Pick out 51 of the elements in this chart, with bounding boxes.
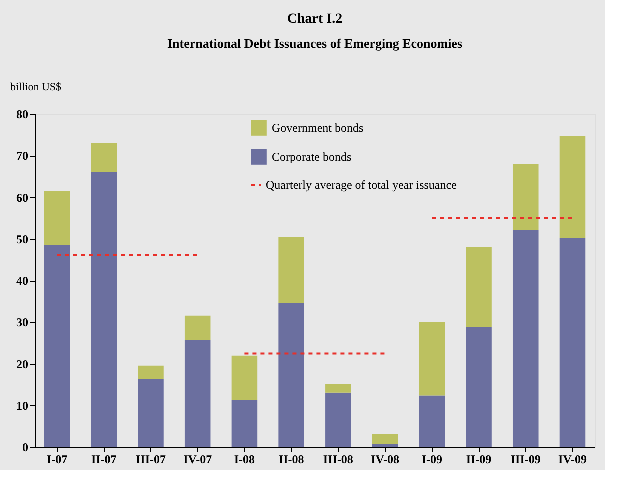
bar	[138, 366, 164, 380]
legend-label: Quarterly average of total year issuance	[266, 178, 457, 192]
legend-label: Government bonds	[272, 121, 364, 135]
y-axis-title: billion US$	[10, 82, 62, 94]
y-tick-label: 70	[16, 149, 28, 164]
legend-label: Corporate bonds	[272, 150, 352, 164]
y-tick-label: 60	[16, 190, 28, 205]
bar	[560, 238, 586, 447]
bar	[512, 230, 539, 447]
bar	[44, 245, 70, 447]
x-tick-label: III-09	[510, 452, 541, 466]
bar	[184, 316, 211, 340]
bar	[91, 143, 118, 172]
bar	[326, 392, 352, 447]
y-tick-label: 50	[16, 232, 28, 246]
x-tick-label: I-07	[46, 452, 68, 466]
bar	[184, 340, 211, 447]
bar	[278, 302, 304, 447]
x-tick-label: III-08	[323, 452, 354, 466]
bar	[372, 444, 398, 447]
bar	[232, 400, 258, 447]
bar	[138, 379, 164, 447]
y-tick-label: 40	[16, 274, 28, 288]
chart-subtitle: International Debt Issuances of Emerging Economies	[167, 36, 463, 51]
y-tick-label: 10	[16, 398, 28, 413]
x-tick-label: II-08	[278, 452, 304, 466]
bar	[91, 172, 118, 447]
x-tick-label: IV-09	[558, 452, 587, 466]
y-tick-label: 0	[22, 440, 28, 454]
chart-title: Chart I.2	[287, 12, 343, 27]
bar	[560, 136, 586, 238]
bar	[372, 434, 398, 444]
x-tick-label: I-08	[234, 452, 256, 466]
bar	[466, 247, 492, 328]
x-tick-label: II-09	[466, 452, 492, 466]
x-tick-label: II-07	[91, 452, 117, 466]
y-tick-label: 80	[16, 108, 28, 122]
y-tick-label: 30	[16, 316, 28, 330]
bar	[466, 327, 492, 447]
bar	[278, 237, 304, 303]
bar	[232, 356, 258, 400]
bar	[44, 191, 70, 246]
x-tick-label: I-09	[422, 452, 442, 466]
x-tick-label: IV-07	[184, 452, 212, 466]
bar	[326, 384, 352, 393]
y-tick-label: 20	[16, 357, 28, 372]
bar	[512, 164, 539, 231]
bar	[419, 322, 446, 396]
bar	[419, 396, 446, 447]
x-tick-label: IV-08	[371, 452, 400, 466]
x-tick-label: III-07	[136, 452, 166, 466]
